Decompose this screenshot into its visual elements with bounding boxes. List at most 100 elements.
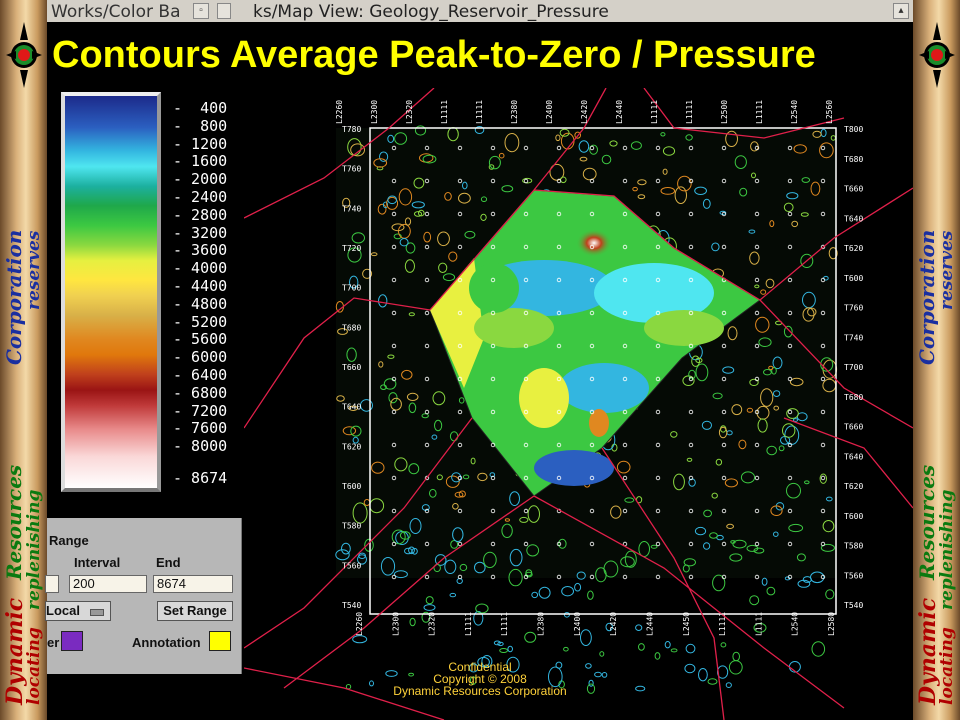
map-view-window-title: ks/Map View: Geology_Reservoir_Pressure [253,2,609,22]
well-marker [820,244,826,250]
line-label: L2380 [510,100,519,124]
start-field[interactable] [45,575,59,593]
contour-loop [380,384,387,391]
contour-loop [418,209,425,217]
well-marker [622,277,628,283]
contour-loop [456,578,463,584]
contour-loop [654,652,661,660]
well-marker [457,145,463,151]
contour-loop [674,186,687,204]
contour-loop [408,402,417,414]
well-marker [556,145,562,151]
contour-loop [773,405,780,411]
contour-loop [725,682,732,688]
contour-loop [371,461,385,474]
contour-loop [524,571,533,578]
well-marker [457,178,463,184]
well-marker [622,574,628,580]
dropdown-indicator-icon [90,609,104,616]
contour-loop [352,635,368,644]
border-color-swatch[interactable] [61,631,83,651]
pressure-contour-map[interactable]: L2260 L2300 L2320 L1111 L1111 L2380 L2400 L2420… [244,88,913,720]
well-marker [820,409,826,415]
contour-loop [386,196,399,210]
well-marker [787,145,793,151]
well-marker [589,244,595,250]
end-field[interactable]: 8674 [153,575,233,593]
contour-loop [477,472,488,482]
contour-loop [364,538,374,552]
well-marker [820,178,826,184]
left-brand-strip: Dynamic Resources Corporation locating r… [0,0,47,720]
contour-loop [730,540,736,544]
interval-field[interactable]: 200 [69,575,147,593]
line-label: L2300 [391,612,400,636]
contour-loop [555,134,561,142]
well-marker [589,145,595,151]
contour-loop [727,326,738,341]
contour-loop [563,646,569,652]
contour-loop [694,186,708,196]
contour-loop [709,532,718,539]
contour-loop [601,672,608,678]
set-range-button[interactable]: Set Range [157,601,233,621]
contour-loop [341,542,351,555]
well-marker [754,310,760,316]
well-marker [688,574,694,580]
well-markers [391,145,826,580]
well-marker [688,541,694,547]
trace-label: T680 [844,393,863,402]
well-marker [721,475,727,481]
well-marker [556,277,562,283]
contour-loop [377,203,387,215]
well-marker [787,541,793,547]
contour-loop [683,558,696,567]
well-marker [457,508,463,514]
contour-loop [383,378,397,390]
contour-loop [755,316,770,333]
contour-loop [360,399,373,412]
well-marker [457,277,463,283]
contour-loop [726,523,735,529]
contour-loop [579,156,588,162]
contour-loop [801,177,811,183]
contour-loop [458,192,471,204]
well-marker [721,211,727,217]
well-marker [556,409,562,415]
contour-loop [595,567,607,583]
well-marker [787,409,793,415]
contour-loop [786,192,799,200]
window-menu-button[interactable]: ▫ [193,3,209,19]
contour-loop [574,131,582,139]
well-marker [490,508,496,514]
window-title-bar[interactable]: Works/Color Ba ▫ ks/Map View: Geology_Re… [47,0,913,23]
contour-loop [650,544,658,549]
contour-loop [473,611,484,626]
line-label: L2450 [682,612,691,636]
contour-loop [370,252,378,257]
color-scale-tick: - 400 [173,99,228,117]
well-marker [622,409,628,415]
well-marker [391,178,397,184]
contour-loop [357,554,367,565]
contour-loop [387,134,395,144]
contour-loop [411,547,418,555]
contour-loop [408,312,415,317]
color-scale-tick: - 3200 [173,223,228,242]
contour-loop [393,233,402,240]
well-marker [391,541,397,547]
well-marker [754,178,760,184]
well-marker [721,310,727,316]
contour-loop [748,229,756,234]
reservoir-area [429,189,761,497]
well-marker [457,409,463,415]
annotation-color-swatch[interactable] [209,631,231,651]
contour-loop [765,278,775,289]
well-marker [721,343,727,349]
trace-label: T700 [844,363,863,372]
range-mode-dropdown[interactable]: Local [45,601,111,621]
window-minimize-button[interactable] [217,3,231,19]
well-marker [424,343,430,349]
survey-boundary [369,127,837,615]
window-up-arrow-icon[interactable]: ▴ [893,3,909,19]
